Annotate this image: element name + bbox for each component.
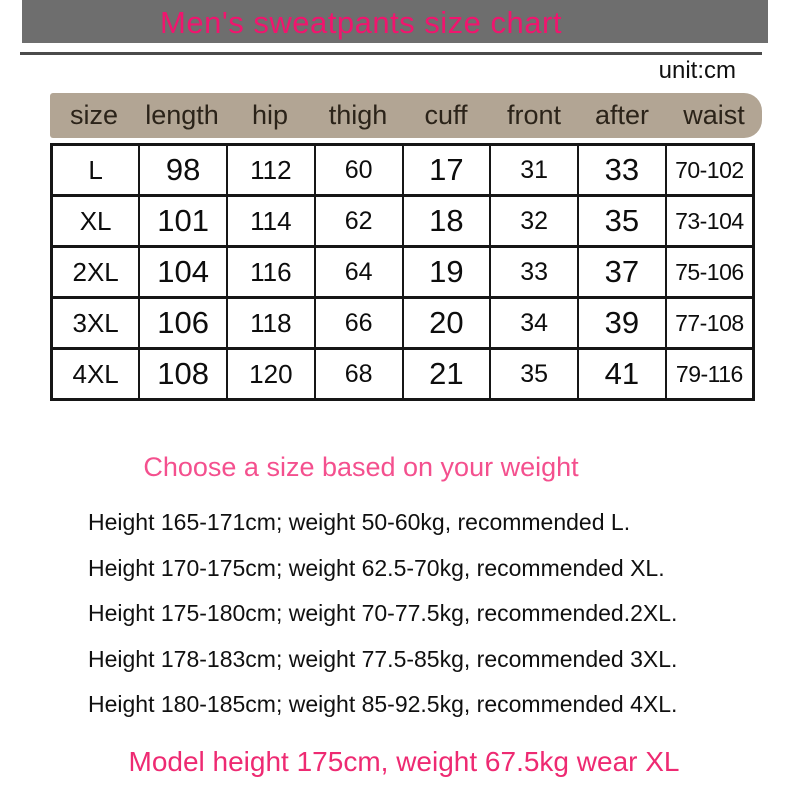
- cell-thigh: 66: [313, 296, 404, 350]
- cell-after: 41: [577, 347, 667, 401]
- cell-hip: 118: [226, 296, 316, 350]
- column-header-cuff: cuff: [424, 100, 468, 130]
- cell-length: 98: [138, 143, 228, 197]
- cell-cuff: 18: [401, 194, 492, 248]
- cell-length: 108: [138, 347, 228, 401]
- table-row-3xl: 3XL 106 118 66 20 34 39 77-108: [50, 296, 755, 350]
- cell-cuff: 17: [401, 143, 492, 197]
- cell-hip: 120: [226, 347, 316, 401]
- size-table-header-row: size length hip thigh cuff front after w…: [50, 93, 762, 138]
- column-header-front: front: [506, 100, 562, 130]
- cell-waist: 70-102: [664, 143, 755, 197]
- cell-front: 34: [489, 296, 579, 350]
- cell-length: 104: [138, 245, 228, 299]
- column-header-size: size: [69, 100, 118, 130]
- cell-after: 37: [577, 245, 667, 299]
- recommendation-line: Height 178-183cm; weight 77.5-85kg, reco…: [88, 645, 678, 672]
- cell-thigh: 62: [313, 194, 404, 248]
- cell-size: 2XL: [50, 245, 141, 299]
- recommendation-line: Height 175-180cm; weight 70-77.5kg, reco…: [88, 600, 678, 626]
- column-header-waist: waist: [683, 100, 745, 130]
- cell-after: 39: [577, 296, 667, 350]
- cell-cuff: 20: [401, 296, 492, 350]
- cell-hip: 116: [226, 245, 316, 299]
- recommendation-line: Height 180-185cm; weight 85-92.5kg, reco…: [88, 691, 678, 717]
- cell-thigh: 60: [313, 143, 404, 197]
- unit-label: unit:cm: [658, 57, 736, 84]
- cell-length: 101: [138, 194, 228, 248]
- model-note: Model height 175cm, weight 67.5kg wear X…: [128, 746, 680, 777]
- recommendation-line: Height 165-171cm; weight 50-60kg, recomm…: [88, 509, 631, 535]
- column-header-after: after: [594, 100, 650, 130]
- table-row-2xl: 2XL 104 116 64 19 33 37 75-106: [50, 245, 755, 299]
- page-title: Men's sweatpants size chart: [160, 5, 562, 40]
- cell-front: 33: [489, 245, 579, 299]
- cell-after: 33: [577, 143, 667, 197]
- cell-front: 32: [489, 194, 579, 248]
- cell-front: 31: [489, 143, 579, 197]
- cell-waist: 77-108: [664, 296, 755, 350]
- table-row-l: L 98 112 60 17 31 33 70-102: [50, 143, 755, 197]
- cell-cuff: 19: [401, 245, 492, 299]
- table-row-xl: XL 101 114 62 18 32 35 73-104: [50, 194, 755, 248]
- cell-length: 106: [138, 296, 228, 350]
- cell-size: 3XL: [50, 296, 141, 350]
- choose-size-heading: Choose a size based on your weight: [143, 452, 579, 482]
- cell-front: 35: [489, 347, 579, 401]
- table-row-4xl: 4XL 108 120 68 21 35 41 79-116: [50, 347, 755, 401]
- cell-waist: 75-106: [664, 245, 755, 299]
- cell-hip: 112: [226, 143, 316, 197]
- cell-size: 4XL: [50, 347, 141, 401]
- column-header-length: length: [145, 100, 219, 130]
- cell-after: 35: [577, 194, 667, 248]
- title-bar: Men's sweatpants size chart: [22, 0, 768, 43]
- column-header-hip: hip: [251, 100, 289, 130]
- cell-thigh: 64: [313, 245, 404, 299]
- column-header-thigh: thigh: [328, 100, 388, 130]
- cell-hip: 114: [226, 194, 316, 248]
- cell-waist: 79-116: [664, 347, 755, 401]
- cell-size: L: [50, 143, 141, 197]
- size-table: L 98 112 60 17 31 33 70-102 XL 101 114 6…: [50, 143, 755, 401]
- recommendation-list: Height 165-171cm; weight 50-60kg, recomm…: [88, 500, 677, 728]
- cell-thigh: 68: [313, 347, 404, 401]
- cell-cuff: 21: [401, 347, 492, 401]
- cell-size: XL: [50, 194, 141, 248]
- recommendation-line: Height 170-175cm; weight 62.5-70kg, reco…: [88, 554, 665, 581]
- divider-line: [20, 52, 762, 55]
- cell-waist: 73-104: [664, 194, 755, 248]
